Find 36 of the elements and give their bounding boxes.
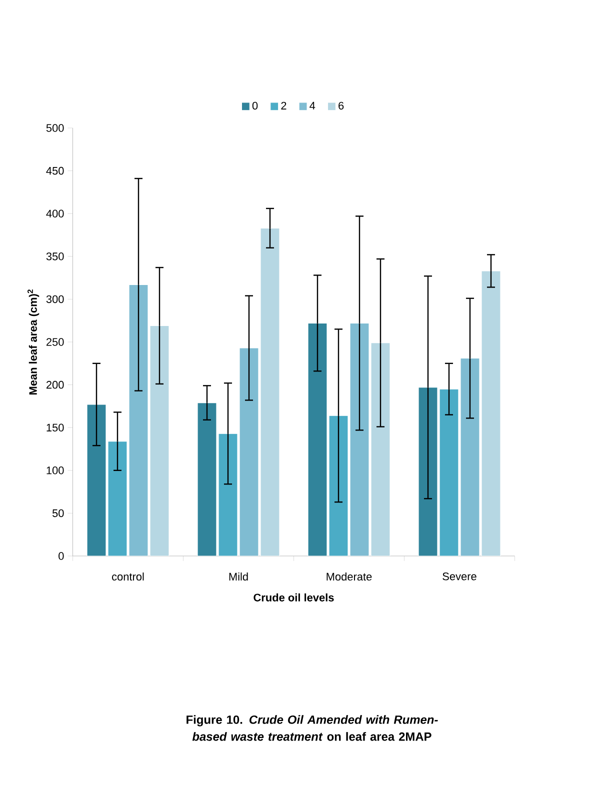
y-tick-label: 500 [46,124,64,132]
bar [128,284,148,556]
y-tick-label: 200 [46,380,64,389]
bar [308,322,328,556]
x-axis-title: Crude oil levels [254,593,334,602]
bar [481,270,501,556]
bar [108,440,128,556]
x-tick-label: Mild [229,572,248,581]
y-tick-label: 300 [46,295,64,304]
y-tick-label: 0 [58,552,64,560]
y-tick-label: 450 [46,166,64,175]
legend-label: 6 [338,102,344,110]
bar [197,402,217,556]
x-tick-label: Severe [442,572,476,580]
y-tick-label: 250 [46,338,64,346]
legend-label: 0 [252,102,258,110]
bar [439,388,459,556]
legend-label: 2 [281,102,286,110]
bar [260,228,280,556]
y-tick-label: 50 [52,509,64,518]
y-tick-label: 150 [46,424,64,432]
x-tick-label: Moderate [326,572,372,581]
bar [350,322,370,556]
bar [86,404,106,556]
bar [218,433,238,556]
bar [150,325,170,556]
bar [370,342,390,556]
y-tick-label: 400 [46,210,64,218]
y-tick-label: 350 [46,252,64,260]
bar [460,358,480,556]
bar [239,348,259,556]
caption: Figure 10. Crude Oil Amended with Rumen-based waste treatment on leaf area 2MAP [186,715,438,741]
x-tick-label: control [112,572,144,581]
y-axis-title: Mean leaf area (cm)$^{2}$ [28,290,40,394]
y-tick-label: 100 [46,466,64,474]
legend-label: 4 [310,102,316,110]
